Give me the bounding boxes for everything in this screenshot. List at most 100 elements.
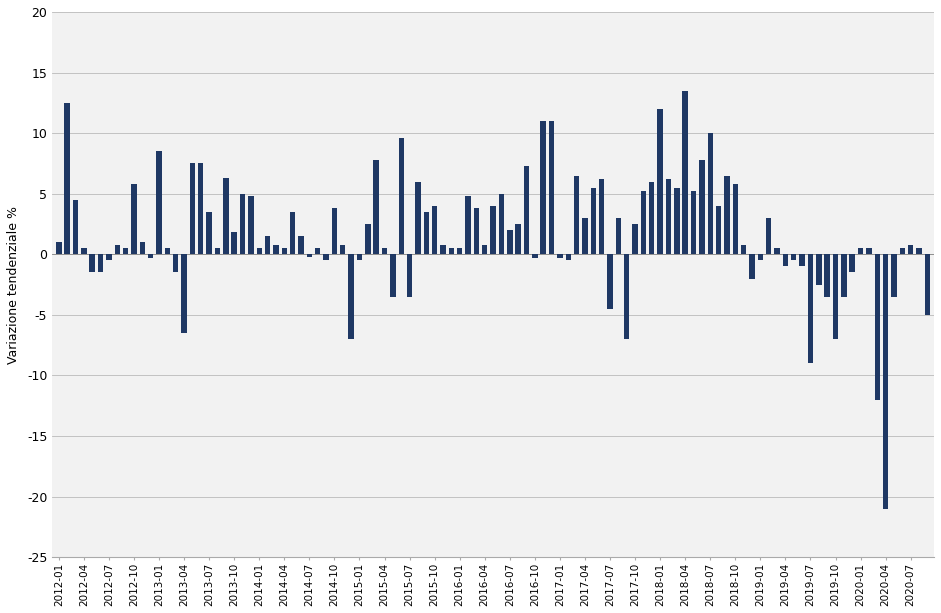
Bar — [298, 236, 304, 254]
Bar — [766, 218, 772, 254]
Bar — [81, 248, 87, 254]
Bar — [123, 248, 128, 254]
Bar — [206, 212, 212, 254]
Bar — [465, 196, 470, 254]
Bar — [807, 254, 813, 364]
Bar — [365, 224, 371, 254]
Bar — [691, 191, 696, 254]
Bar — [248, 196, 254, 254]
Bar — [824, 254, 830, 297]
Bar — [281, 248, 287, 254]
Bar — [925, 254, 930, 315]
Bar — [716, 206, 722, 254]
Bar — [398, 138, 404, 254]
Bar — [490, 206, 496, 254]
Bar — [190, 164, 195, 254]
Bar — [641, 191, 646, 254]
Bar — [423, 212, 429, 254]
Bar — [841, 254, 847, 297]
Bar — [917, 248, 922, 254]
Bar — [165, 248, 170, 254]
Y-axis label: Variazione tendenziale %: Variazione tendenziale % — [7, 205, 20, 364]
Bar — [749, 254, 755, 278]
Bar — [264, 236, 270, 254]
Bar — [800, 254, 805, 267]
Bar — [215, 248, 220, 254]
Bar — [607, 254, 613, 309]
Bar — [156, 151, 162, 254]
Bar — [340, 245, 345, 254]
Bar — [374, 160, 379, 254]
Bar — [758, 254, 763, 261]
Bar — [574, 175, 580, 254]
Bar — [432, 206, 438, 254]
Bar — [833, 254, 838, 339]
Bar — [473, 208, 479, 254]
Bar — [516, 224, 521, 254]
Bar — [391, 254, 395, 297]
Bar — [331, 208, 337, 254]
Bar — [867, 248, 871, 254]
Bar — [582, 218, 588, 254]
Bar — [357, 254, 362, 261]
Bar — [198, 164, 203, 254]
Bar — [482, 245, 487, 254]
Bar — [874, 254, 880, 400]
Bar — [850, 254, 855, 273]
Bar — [307, 254, 312, 257]
Bar — [98, 254, 104, 273]
Bar — [64, 103, 70, 254]
Bar — [273, 245, 279, 254]
Bar — [348, 254, 354, 339]
Bar — [449, 248, 455, 254]
Bar — [89, 254, 95, 273]
Bar — [783, 254, 789, 267]
Bar — [591, 188, 596, 254]
Bar — [908, 245, 914, 254]
Bar — [382, 248, 388, 254]
Bar — [315, 248, 321, 254]
Bar — [599, 179, 604, 254]
Bar — [223, 178, 229, 254]
Bar — [324, 254, 328, 261]
Bar — [148, 254, 153, 258]
Bar — [566, 254, 571, 261]
Bar — [658, 109, 662, 254]
Bar — [240, 194, 246, 254]
Bar — [674, 188, 679, 254]
Bar — [891, 254, 897, 297]
Bar — [540, 121, 546, 254]
Bar — [774, 248, 780, 254]
Bar — [115, 245, 120, 254]
Bar — [407, 254, 412, 297]
Bar — [725, 175, 729, 254]
Bar — [72, 200, 78, 254]
Bar — [666, 179, 671, 254]
Bar — [415, 181, 421, 254]
Bar — [733, 184, 738, 254]
Bar — [290, 212, 295, 254]
Bar — [632, 224, 638, 254]
Bar — [457, 248, 462, 254]
Bar — [682, 91, 688, 254]
Bar — [440, 245, 446, 254]
Bar — [708, 133, 713, 254]
Bar — [139, 242, 145, 254]
Bar — [507, 230, 513, 254]
Bar — [131, 184, 136, 254]
Bar — [173, 254, 179, 273]
Bar — [900, 248, 905, 254]
Bar — [791, 254, 796, 261]
Bar — [231, 232, 237, 254]
Bar — [257, 248, 262, 254]
Bar — [624, 254, 630, 339]
Bar — [524, 166, 529, 254]
Bar — [549, 121, 554, 254]
Bar — [741, 245, 746, 254]
Bar — [883, 254, 888, 509]
Bar — [699, 160, 705, 254]
Bar — [615, 218, 621, 254]
Bar — [557, 254, 563, 258]
Bar — [858, 248, 863, 254]
Bar — [56, 242, 61, 254]
